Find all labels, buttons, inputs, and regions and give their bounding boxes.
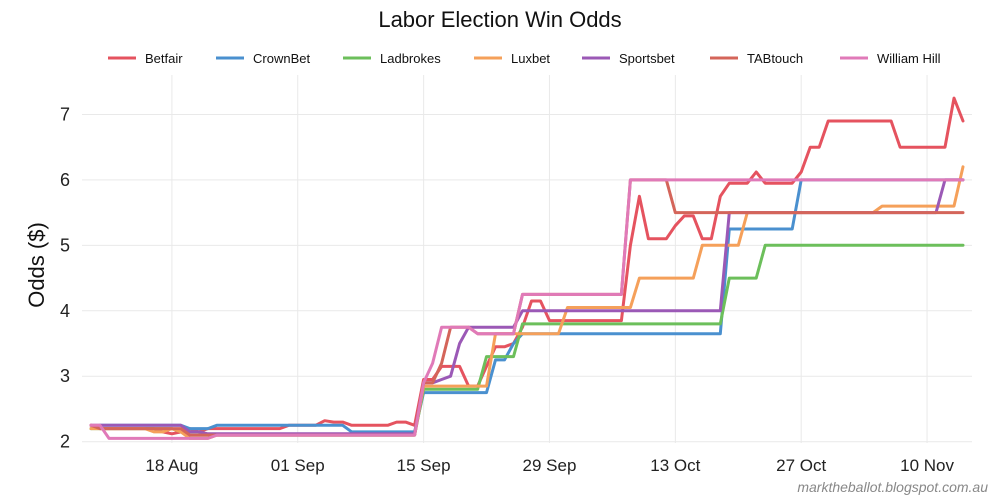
y-tick-label: 6 [60,170,70,190]
series-group [89,96,965,440]
legend-label: William Hill [877,51,941,66]
legend-label: Ladbrokes [380,51,441,66]
x-tick-label: 15 Sep [397,456,451,475]
series-line-betfair [89,96,965,436]
x-tick-label: 10 Nov [900,456,954,475]
x-tick-label: 27 Oct [776,456,826,475]
series-line-sportsbet [89,178,965,436]
legend-label: TABtouch [747,51,803,66]
y-axis-label: Odds ($) [24,222,49,308]
x-tick-label: 29 Sep [523,456,577,475]
series-line-william-hill [89,178,965,440]
watermark: marktheballot.blogspot.com.au [797,479,988,495]
series-line-tabtouch [89,178,965,437]
x-axis: 18 Aug 01 Sep 15 Sep 29 Sep 13 Oct 27 Oct 10 N… [145,456,954,475]
legend-label: Betfair [145,51,183,66]
y-tick-label: 7 [60,104,70,124]
legend-label: Luxbet [511,51,550,66]
series-line-ladbrokes [89,243,965,437]
chart-title: Labor Election Win Odds [378,7,621,32]
grid [82,75,972,443]
x-tick-label: 18 Aug [145,456,198,475]
x-tick-label: 13 Oct [650,456,700,475]
y-tick-label: 5 [60,235,70,255]
legend: Betfair CrownBet Ladbrokes Luxbet Sportsbet T… [108,51,941,66]
y-tick-label: 2 [60,432,70,452]
x-tick-label: 01 Sep [271,456,325,475]
legend-label: Sportsbet [619,51,675,66]
legend-label: CrownBet [253,51,310,66]
y-tick-label: 3 [60,366,70,386]
y-tick-label: 4 [60,301,70,321]
series-line-crownbet [89,178,965,434]
y-axis: 2 3 4 5 6 7 [60,104,70,451]
series-line-luxbet [89,165,965,440]
